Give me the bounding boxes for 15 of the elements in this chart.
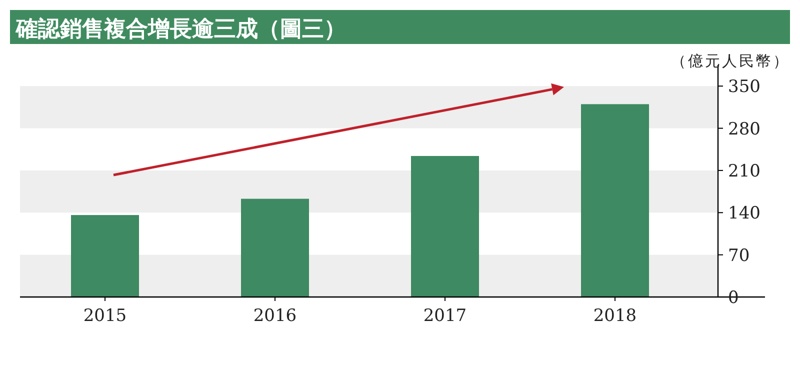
bar — [581, 104, 649, 297]
bar — [241, 198, 309, 297]
bar — [71, 215, 139, 297]
x-tick-label: 2015 — [83, 306, 127, 326]
x-tick-label: 2018 — [593, 306, 637, 326]
bar — [411, 156, 479, 297]
y-tick-label: 140 — [728, 204, 760, 224]
y-tick-label: 350 — [728, 77, 760, 98]
y-tick-label: 210 — [728, 161, 760, 182]
y-axis-title: （億元人民幣） — [671, 52, 790, 70]
x-tick-label: 2016 — [253, 306, 297, 326]
y-tick-label: 280 — [728, 119, 760, 140]
y-tick-label: 70 — [728, 246, 750, 266]
x-tick-label: 2017 — [423, 306, 467, 326]
chart-title: 確認銷售複合增長逾三成（圖三） — [15, 16, 346, 42]
